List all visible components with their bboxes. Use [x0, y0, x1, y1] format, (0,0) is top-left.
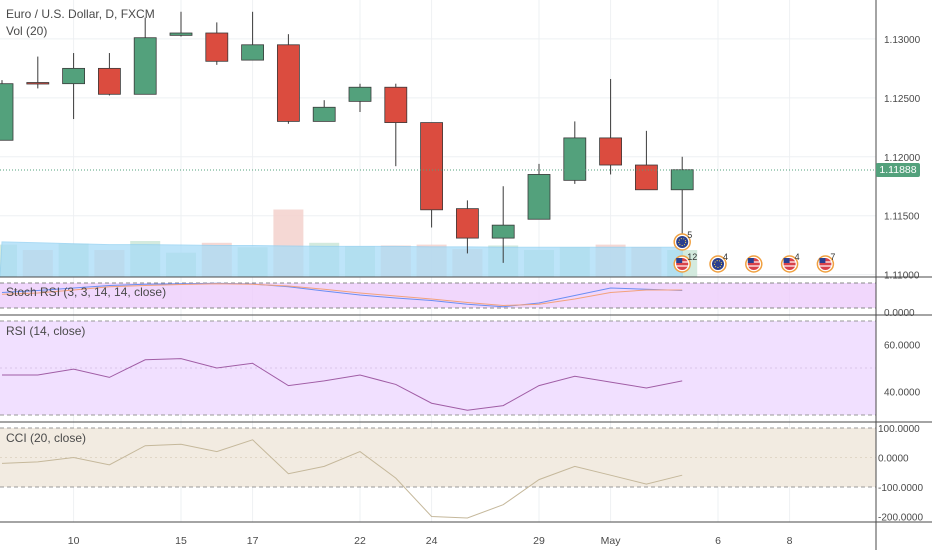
price-axis-tick: 1.12000: [884, 153, 921, 164]
event-flag: [676, 236, 689, 248]
cci-line: [1, 439, 683, 519]
time-axis-tick: 29: [533, 535, 545, 547]
candle-body: [420, 122, 444, 211]
candle-body: [599, 137, 622, 166]
event-count: 4: [795, 252, 800, 262]
time-axis-tick: 15: [175, 535, 187, 547]
price-axis-tick: 1.13000: [884, 35, 921, 46]
us-event-icon: [673, 255, 691, 273]
time-axis-tick: 8: [787, 535, 793, 547]
cci-axis-tick: -100.0000: [878, 483, 923, 494]
flag-stripe: [783, 265, 796, 267]
time-axis-tick: 6: [715, 535, 721, 547]
candle-body: [563, 137, 587, 181]
rsi-axis-tick: 60.0000: [884, 341, 921, 352]
eu-event-icon: [673, 233, 691, 251]
candle-body: [491, 224, 515, 239]
stoch-k-line: [1, 282, 683, 308]
time-axis-tick: May: [601, 535, 622, 547]
event-count: 5: [687, 230, 692, 240]
stoch-d-line: [1, 283, 683, 307]
flag-canton: [819, 258, 826, 263]
flag-stripe: [819, 265, 832, 267]
time-axis-tick: 10: [68, 535, 80, 547]
price-axis-tick: 1.12500: [884, 94, 921, 105]
rsi-line: [2, 358, 683, 411]
flag-stars: [714, 260, 722, 268]
candle-body: [62, 67, 85, 85]
event-count: 4: [723, 252, 728, 262]
candle-body: [205, 32, 229, 62]
flag-stripe: [747, 265, 760, 267]
volume-indicator-label: Vol (20): [6, 24, 48, 38]
main-chart-title: Euro / U.S. Dollar, D, FXCM: [6, 7, 155, 21]
candle-body: [635, 164, 658, 191]
time-axis-tick: 24: [426, 535, 438, 547]
flag-canton: [747, 258, 754, 263]
price-axis-tick: 1.11000: [884, 271, 920, 282]
stoch-band: [0, 283, 876, 308]
flag-canton: [676, 258, 683, 263]
flag-stars: [678, 238, 687, 246]
candle-body: [384, 86, 408, 123]
cci-label: CCI (20, close): [6, 431, 87, 445]
last-price-tag: 1.11888: [876, 162, 920, 177]
candle-body: [26, 82, 50, 85]
flag-stripe: [676, 265, 689, 267]
eu-event-icon: [709, 255, 727, 273]
event-flag: [712, 258, 724, 270]
candle-body: [527, 174, 551, 220]
candle-body: [133, 37, 157, 95]
stoch-axis-tick: 0.0000: [884, 308, 915, 319]
price-axis-tick: 1.11500: [884, 212, 920, 223]
us-event-icon: [816, 255, 835, 273]
candle-body: [670, 169, 694, 191]
cci-axis-tick: -200.0000: [878, 513, 923, 524]
cci-axis-tick: 0.0000: [878, 454, 909, 465]
volume-ma-area: [0, 241, 683, 278]
candle-body: [169, 32, 193, 36]
rsi-axis-tick: 40.0000: [884, 388, 921, 399]
rsi-label: RSI (14, close): [6, 324, 86, 338]
us-event-icon: [745, 255, 763, 273]
event-count: 7: [830, 252, 835, 262]
candle-body: [241, 44, 265, 61]
candle-body: [276, 44, 300, 122]
flag-canton: [783, 258, 790, 263]
time-axis-tick: 17: [247, 535, 259, 547]
cci-axis-tick: 100.0000: [878, 424, 920, 435]
candle-body: [312, 106, 336, 122]
candle-body: [0, 83, 14, 141]
stoch-rsi-label: Stoch RSI (3, 3, 14, 14, close): [6, 285, 167, 299]
candle-body: [348, 86, 372, 102]
candle-body: [98, 67, 121, 95]
event-count: 12: [687, 252, 697, 262]
time-axis-tick: 22: [354, 535, 366, 547]
us-event-icon: [780, 255, 799, 273]
candle-body: [455, 208, 479, 239]
